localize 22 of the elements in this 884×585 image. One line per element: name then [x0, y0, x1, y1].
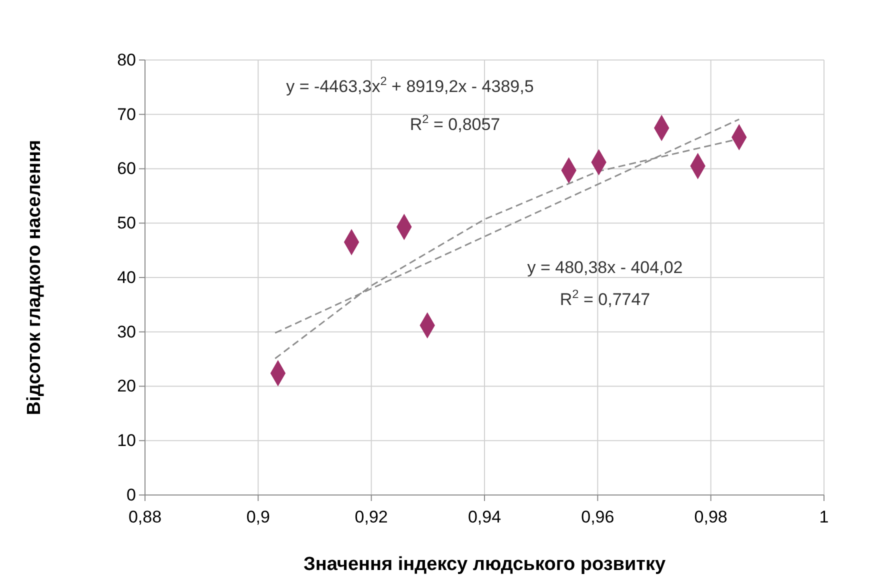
x-tick-label: 0,96 — [581, 508, 614, 527]
x-tick-label: 0,92 — [354, 508, 388, 527]
x-tick-label: 0,98 — [694, 508, 728, 527]
y-tick-label: 20 — [117, 376, 136, 396]
x-tick-label: 1 — [819, 508, 829, 527]
x-tick-label: 0,88 — [128, 508, 162, 527]
y-tick-label: 50 — [117, 214, 136, 233]
annotation: R$^{2}$ = 0,7747 — [560, 287, 650, 309]
y-tick-label: 40 — [117, 268, 136, 287]
y-axis-title: Відсоток гладкого населення — [24, 140, 45, 416]
y-tick-label: 70 — [117, 104, 136, 124]
x-axis-title: Значення індексу людського розвитку — [303, 554, 666, 575]
annotation: y = -4463,3x$^{2}$ + 8919,2x - 4389,5 — [286, 74, 534, 96]
y-tick-label: 60 — [117, 159, 136, 178]
x-tick-label: 0,9 — [246, 508, 270, 527]
annotation: R$^{2}$ = 0,8057 — [410, 112, 500, 134]
y-tick-label: 30 — [117, 322, 136, 342]
annotation: y = 480,38x - 404,02 — [527, 258, 683, 277]
x-tick-label: 0,94 — [468, 508, 502, 527]
y-tick-label: 10 — [117, 431, 136, 450]
y-tick-label: 80 — [117, 50, 136, 70]
y-tick-label: 0 — [126, 485, 136, 504]
